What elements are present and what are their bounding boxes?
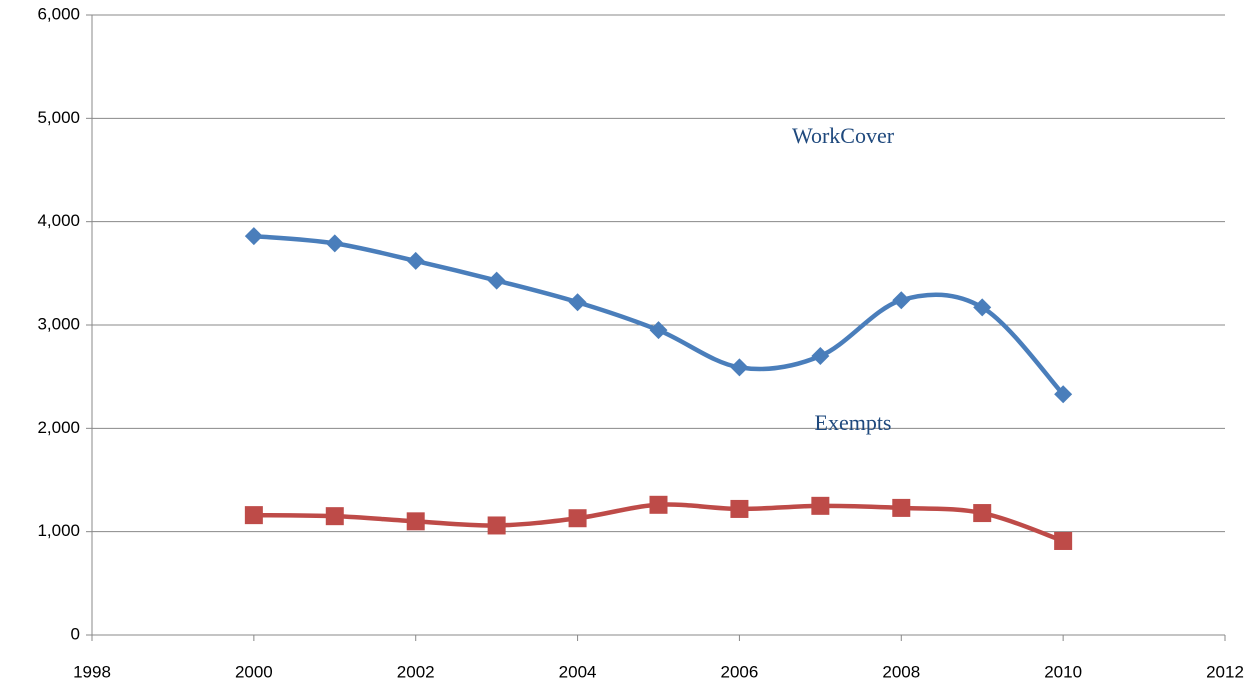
marker <box>568 509 587 528</box>
marker <box>1054 385 1073 404</box>
y-tick-label: 3,000 <box>37 314 80 333</box>
x-tick-label: 1998 <box>73 662 111 681</box>
x-tick-label: 2008 <box>882 662 920 681</box>
marker <box>811 496 830 515</box>
annotation: WorkCover <box>792 123 895 148</box>
marker <box>649 495 668 514</box>
marker <box>892 291 911 310</box>
marker <box>487 516 506 535</box>
y-tick-label: 4,000 <box>37 211 80 230</box>
marker <box>244 506 263 525</box>
y-tick-label: 0 <box>71 624 80 643</box>
x-tick-label: 2006 <box>721 662 759 681</box>
marker <box>1054 531 1073 550</box>
marker <box>973 504 992 523</box>
y-tick-label: 5,000 <box>37 108 80 127</box>
marker <box>406 251 425 270</box>
marker <box>325 507 344 526</box>
marker <box>811 347 830 365</box>
marker <box>649 321 668 340</box>
series-line <box>253 233 1065 396</box>
marker <box>730 358 749 377</box>
x-tick-label: 2010 <box>1044 662 1082 681</box>
x-tick-label: 2004 <box>559 662 597 681</box>
marker <box>973 298 992 317</box>
x-tick-label: 2002 <box>397 662 435 681</box>
y-tick-label: 6,000 <box>37 4 80 23</box>
y-tick-label: 1,000 <box>37 521 80 540</box>
y-tick-label: 2,000 <box>37 418 80 437</box>
marker <box>244 227 263 246</box>
x-tick-label: 2012 <box>1206 662 1244 681</box>
marker <box>730 499 749 518</box>
marker <box>325 234 344 253</box>
annotation: Exempts <box>815 410 892 435</box>
marker <box>487 271 506 290</box>
x-tick-label: 2000 <box>235 662 273 681</box>
marker <box>892 498 911 517</box>
marker <box>568 293 587 312</box>
marker <box>406 512 425 531</box>
